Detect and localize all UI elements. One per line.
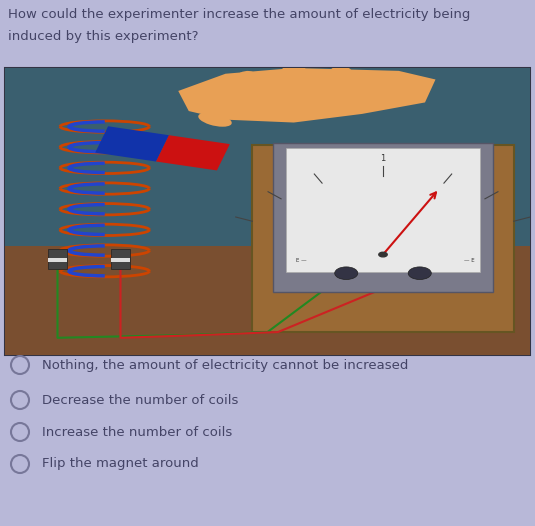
Ellipse shape [329, 66, 353, 82]
Bar [111, 249, 130, 269]
Text: How could the experimenter increase the amount of electricity being: How could the experimenter increase the … [8, 8, 470, 21]
Text: Flip the magnet around: Flip the magnet around [42, 458, 198, 470]
Polygon shape [178, 68, 435, 123]
Text: induced by this experiment?: induced by this experiment? [8, 30, 198, 43]
Text: — E: — E [464, 258, 475, 263]
Ellipse shape [372, 73, 394, 87]
Text: E —: E — [296, 258, 307, 263]
Bar [95, 126, 169, 161]
Text: Decrease the number of coils: Decrease the number of coils [42, 393, 239, 407]
Ellipse shape [198, 113, 232, 127]
Bar [5, 68, 530, 355]
Bar [48, 258, 67, 262]
Text: Nothing, the amount of electricity cannot be increased: Nothing, the amount of electricity canno… [42, 359, 408, 371]
Bar [111, 258, 130, 262]
Bar [48, 249, 67, 269]
Bar [156, 135, 230, 170]
Bar [252, 146, 514, 332]
Bar [5, 68, 530, 246]
Circle shape [335, 267, 358, 279]
Bar [5, 246, 530, 355]
Text: Increase the number of coils: Increase the number of coils [42, 426, 232, 439]
Circle shape [379, 252, 387, 257]
Bar [273, 143, 493, 292]
Ellipse shape [282, 62, 305, 79]
Ellipse shape [234, 71, 258, 88]
Bar [286, 148, 480, 272]
Text: 1: 1 [380, 154, 386, 163]
Circle shape [408, 267, 431, 279]
